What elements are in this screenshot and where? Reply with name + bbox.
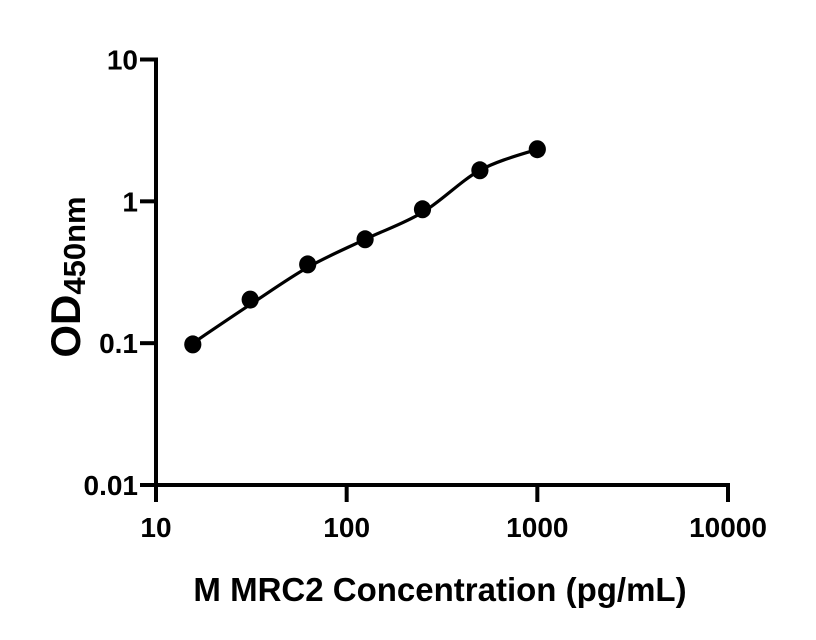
x-tick-label: 10000 <box>689 512 767 543</box>
y-axis-title-main: OD <box>42 295 89 358</box>
data-point-marker <box>413 200 432 219</box>
tick-layer: 0.01 0.1 1 10 10 100 1000 10000 <box>84 45 767 544</box>
data-point-marker <box>299 255 317 274</box>
y-axis-title: OD450nm <box>42 196 92 357</box>
data-point-marker <box>241 290 259 309</box>
series-layer <box>184 140 546 354</box>
data-point-marker <box>471 161 489 180</box>
y-tick-label: 0.01 <box>84 470 139 501</box>
y-tick-label: 0.1 <box>99 328 138 359</box>
data-point-marker <box>184 335 202 354</box>
x-tick-label: 1000 <box>506 512 568 543</box>
y-tick-label: 1 <box>122 186 138 217</box>
data-point-marker <box>356 230 374 249</box>
y-axis-title-subscript: 450nm <box>57 196 92 294</box>
x-axis-title: M MRC2 Concentration (pg/mL) <box>193 571 686 608</box>
y-tick-label: 10 <box>107 45 138 76</box>
x-tick-label: 10 <box>140 512 171 543</box>
axes-layer <box>154 57 730 487</box>
data-point-marker <box>528 140 546 159</box>
x-tick-label: 100 <box>323 512 370 543</box>
